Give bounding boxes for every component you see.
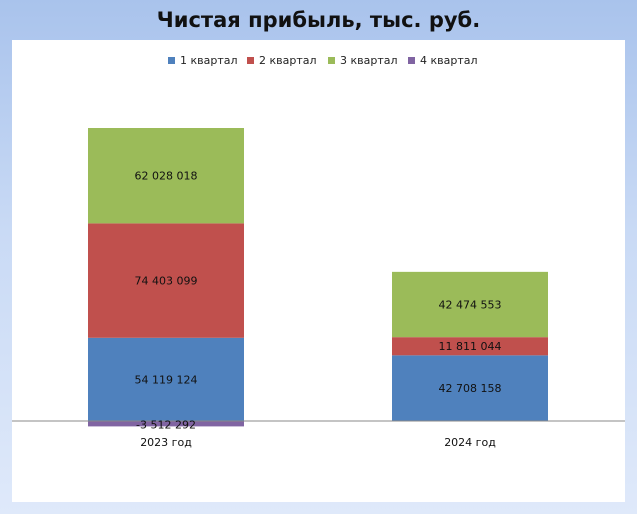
- data-label-1-series-1: 54 119 124: [135, 373, 198, 386]
- bar-1-series-4: [88, 421, 244, 427]
- legend-swatch-1: [168, 57, 175, 64]
- legend-swatch-2: [247, 57, 254, 64]
- data-label-2-series-2: 11 811 044: [439, 340, 502, 353]
- chart-canvas: 1 квартал 2 квартал 3 квартал 4 квартал 54 …: [12, 54, 625, 449]
- chart-panel: 1 квартал 2 квартал 3 квартал 4 квартал 54 …: [12, 40, 625, 502]
- category-label-2: 2024 год: [444, 436, 496, 449]
- data-label-1-series-4: -3 512 292: [136, 419, 196, 432]
- data-label-2-series-3: 42 474 553: [439, 299, 502, 312]
- data-label-1-series-3: 62 028 018: [135, 170, 198, 183]
- bar-2-series-1: [392, 355, 548, 421]
- data-labels: 54 119 124 74 403 099 62 028 018 -3 512 292…: [135, 170, 502, 432]
- legend-label-2: 2 квартал: [259, 54, 317, 67]
- legend-swatch-3: [328, 57, 335, 64]
- legend-label-4: 4 квартал: [420, 54, 478, 67]
- bars: [88, 128, 548, 427]
- bar-1-series-1: [88, 337, 244, 421]
- data-label-2-series-1: 42 708 158: [439, 382, 502, 395]
- bar-1-series-3: [88, 128, 244, 224]
- bar-2-series-2: [392, 337, 548, 356]
- bar-2-series-3: [392, 271, 548, 338]
- legend: 1 квартал 2 квартал 3 квартал 4 квартал: [168, 54, 478, 67]
- legend-swatch-4: [408, 57, 415, 64]
- data-label-1-series-2: 74 403 099: [135, 275, 198, 288]
- bar-1-series-2: [88, 223, 244, 338]
- legend-label-1: 1 квартал: [180, 54, 238, 67]
- category-label-1: 2023 год: [140, 436, 192, 449]
- chart-title: Чистая прибыль, тыс. руб.: [156, 8, 481, 32]
- category-labels: 2023 год 2024 год: [140, 436, 496, 449]
- legend-label-3: 3 квартал: [340, 54, 398, 67]
